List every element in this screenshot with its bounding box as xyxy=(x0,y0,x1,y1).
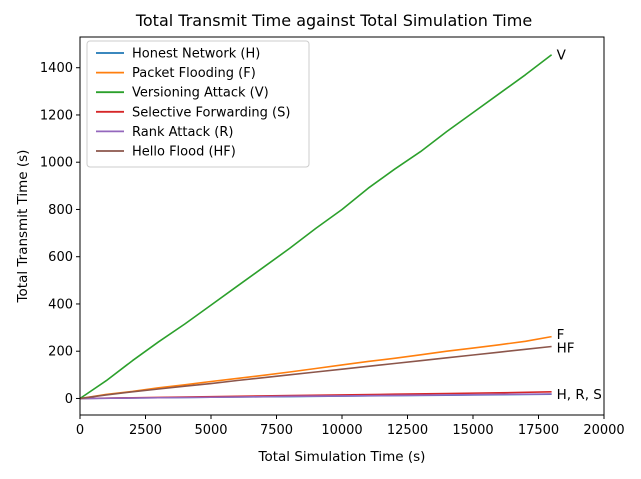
x-tick-label: 0 xyxy=(76,423,84,438)
end-labels: V FHF H, R, S xyxy=(557,48,602,403)
x-tick-label: 7500 xyxy=(260,423,293,438)
y-tick-label: 200 xyxy=(48,345,73,360)
x-tick-label: 2500 xyxy=(129,423,162,438)
x-tick-label: 10000 xyxy=(321,423,362,438)
series-line-1 xyxy=(79,335,552,400)
y-tick-label: 1200 xyxy=(40,108,73,123)
series-end-label: F xyxy=(557,327,565,343)
x-tick-label: 5000 xyxy=(194,423,227,438)
legend-entry: Rank Attack (R) xyxy=(132,125,233,140)
series-line-5 xyxy=(79,345,552,400)
series-end-label: V xyxy=(557,48,567,64)
y-tick-label: 1000 xyxy=(40,156,73,171)
plot-lines xyxy=(79,54,553,400)
legend-entry: Versioning Attack (V) xyxy=(132,86,269,101)
series-line-4 xyxy=(79,393,552,400)
y-tick-label: 1400 xyxy=(40,61,73,76)
legend: Honest Network (H) Packet Flooding (F) Ver… xyxy=(86,40,310,168)
series-end-label: HF xyxy=(557,341,575,357)
y-axis-ticks: 0 200 400 600 800 1000 1200 1400 xyxy=(40,61,80,407)
series-line-2 xyxy=(79,54,553,400)
y-tick-label: 600 xyxy=(48,250,73,265)
legend-entry: Packet Flooding (F) xyxy=(132,66,256,81)
y-tick-label: 400 xyxy=(48,297,73,312)
x-axis-label: Total Simulation Time (s) xyxy=(258,449,426,465)
series-end-label: H, R, S xyxy=(557,387,602,403)
legend-entry: Honest Network (H) xyxy=(132,47,260,62)
x-axis-ticks: 0 2500 5000 7500 10000 12500 15000 17500 20000 xyxy=(76,415,625,438)
x-tick-label: 12500 xyxy=(387,423,428,438)
y-axis-label: Total Transmit Time (s) xyxy=(15,150,31,304)
x-tick-label: 15000 xyxy=(452,423,493,438)
legend-entry: Hello Flood (HF) xyxy=(132,145,236,160)
y-tick-label: 0 xyxy=(65,392,73,407)
chart-title: Total Transmit Time against Total Simula… xyxy=(135,11,532,30)
x-tick-label: 20000 xyxy=(583,423,624,438)
legend-entry: Selective Forwarding (S) xyxy=(132,105,290,120)
x-tick-label: 17500 xyxy=(518,423,559,438)
y-tick-label: 800 xyxy=(48,203,73,218)
legend-box xyxy=(86,40,310,168)
